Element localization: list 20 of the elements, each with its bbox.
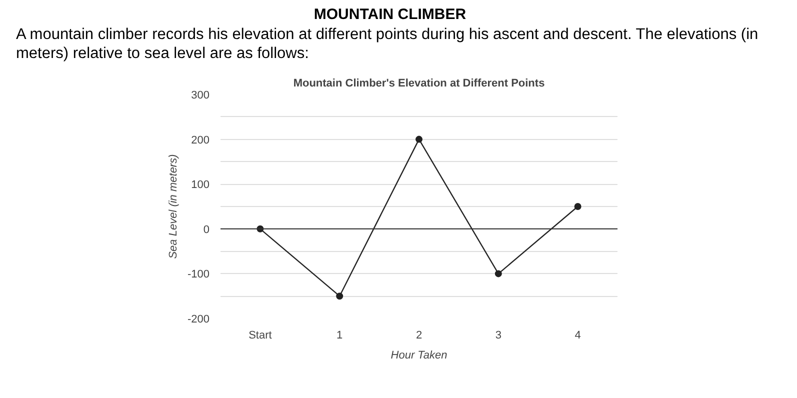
x-tick-label: Start [248, 329, 272, 342]
point [336, 292, 344, 300]
x-tick-label: 2 [416, 329, 422, 342]
y-tick-label: -200 [187, 313, 210, 326]
text: MOUNTAIN CLIMBER [312, 5, 468, 25]
y-tick-label: 300 [191, 89, 210, 102]
point [416, 135, 422, 142]
y-tick-label: 100 [191, 178, 210, 191]
y-tick-label: 200 [191, 134, 210, 146]
text: A mountain climber records his elevation at different points during his ascent and descent. The elevations (in meters) relative to sea level are as follows: [16, 25, 760, 64]
chart-title: Mountain Climber's Elevation at Different Points [293, 77, 545, 90]
x-tick-label: 3 [495, 329, 502, 342]
y-axis-title: Sea Level (in meters) [167, 153, 180, 258]
x-axis-title: Hour Taken [390, 349, 448, 362]
x-tick-label: 1 [336, 329, 343, 342]
y-tick-label: 0 [203, 223, 210, 236]
y-tick-label: -100 [187, 268, 210, 280]
x-tick-label: 4 [574, 329, 581, 342]
point [494, 270, 502, 277]
point [574, 202, 582, 210]
